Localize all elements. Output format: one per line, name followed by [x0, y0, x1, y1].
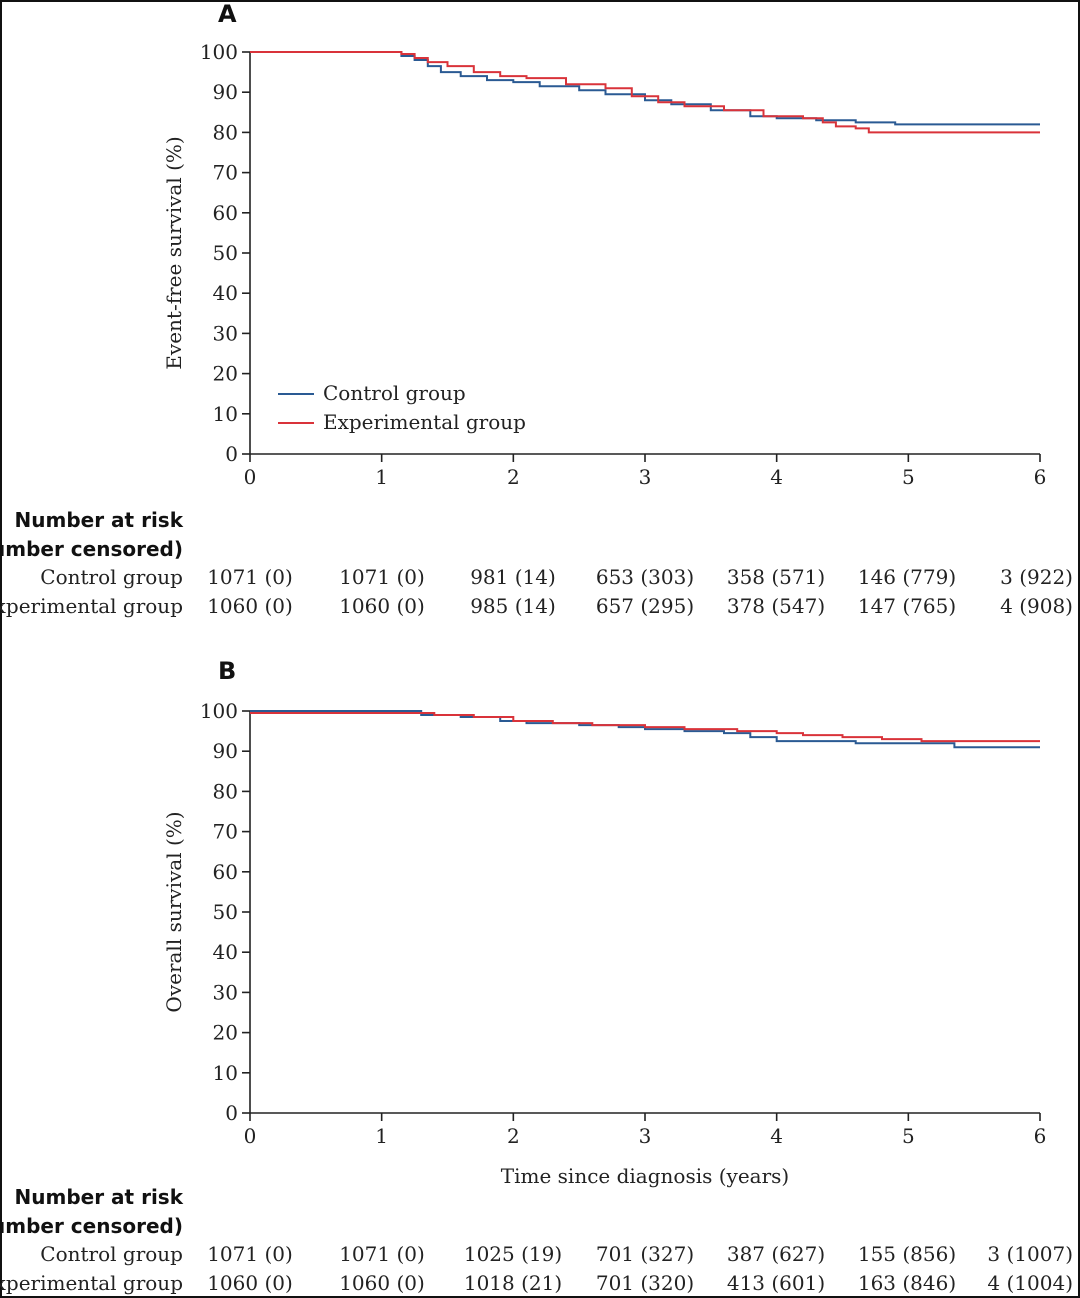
- panel-b-y-tick-label: 70: [213, 820, 238, 844]
- panel-a-risk-cell: 147 (765): [858, 594, 956, 618]
- panel-a-risk-cell: 981 (14): [470, 565, 556, 589]
- panel-a-risk-cell: 1060 (0): [207, 594, 293, 618]
- panel-a-risk-cell: 985 (14): [470, 594, 556, 618]
- panel-b-x-tick-label: 0: [244, 1124, 257, 1148]
- panel-a-series-experimental-line: [250, 51, 1040, 134]
- panel-b-y-tick-label: 10: [213, 1061, 238, 1085]
- panel-a-risk-cell: 657 (295): [596, 594, 694, 618]
- panel-a-y-tick-label: 30: [213, 321, 238, 345]
- panel-a-y-tick-label: 0: [225, 442, 238, 466]
- panel-a-y-tick-label: 40: [213, 281, 238, 305]
- panel-b-x-tick-label: 3: [639, 1124, 652, 1148]
- panel-b-risk-cell: 155 (856): [858, 1242, 956, 1266]
- panel-b-y-tick-label: 80: [213, 779, 238, 803]
- panel-a-label: A: [218, 0, 237, 28]
- panel-a-x-tick-label: 4: [770, 465, 783, 489]
- panel-a-risk-cell: 1060 (0): [339, 594, 425, 618]
- panel-a-y-tick-label: 100: [200, 40, 238, 64]
- panel-a-risk-cell: 358 (571): [727, 565, 825, 589]
- panel-b-risk-subheader: (number censored): [0, 1214, 183, 1238]
- panel-b-x-tick-label: 1: [375, 1124, 388, 1148]
- panel-a-y-tick-label: 80: [213, 120, 238, 144]
- panel-b-risk-cell: 1060 (0): [339, 1271, 425, 1295]
- panel-b-risk-cell: 4 (1004): [987, 1271, 1073, 1295]
- panel-a-y-tick-label: 50: [213, 241, 238, 265]
- panel-b-x-tick-label: 5: [902, 1124, 915, 1148]
- panel-a-y-tick-label: 10: [213, 402, 238, 426]
- panel-a-x-tick-label: 5: [902, 465, 915, 489]
- panel-a-risk-cell: 1071 (0): [339, 565, 425, 589]
- panel-b-x-axis-title: Time since diagnosis (years): [501, 1164, 789, 1188]
- panel-a-risk-row-label: Experimental group: [0, 594, 183, 618]
- panel-b-y-tick-label: 20: [213, 1021, 238, 1045]
- panel-a-y-tick-label: 90: [213, 80, 238, 104]
- panel-a-x-tick-label: 6: [1034, 465, 1047, 489]
- panel-b-y-tick-label: 90: [213, 739, 238, 763]
- panel-a-y-tick-label: 60: [213, 201, 238, 225]
- panel-b-series-control-line: [250, 710, 1040, 749]
- panel-b-y-tick-label: 40: [213, 940, 238, 964]
- panel-a-risk-row-label: Control group: [40, 565, 183, 589]
- panel-b-y-tick-label: 50: [213, 900, 238, 924]
- panel-a-y-tick-label: 20: [213, 362, 238, 386]
- panel-b-risk-cell: 701 (327): [596, 1242, 694, 1266]
- panel-a-x-tick-label: 0: [244, 465, 257, 489]
- panel-b-risk-header: Number at risk: [15, 1185, 184, 1209]
- panel-a-series-control-line: [250, 51, 1040, 126]
- panel-b-risk-row-label: Control group: [40, 1242, 183, 1266]
- panel-a-risk-cell: 1071 (0): [207, 565, 293, 589]
- panel-b-risk-cell: 1018 (21): [464, 1271, 562, 1295]
- panel-a-legend-entry: Control group: [323, 381, 466, 405]
- panel-b-y-axis-title: Overall survival (%): [162, 811, 186, 1012]
- panel-b-y-tick-label: 100: [200, 699, 238, 723]
- panel-a-y-axis-title: Event-free survival (%): [162, 136, 186, 369]
- panel-b-y-tick-label: 60: [213, 860, 238, 884]
- panel-b-risk-cell: 3 (1007): [987, 1242, 1073, 1266]
- panel-a-risk-cell: 146 (779): [858, 565, 956, 589]
- panel-a-risk-cell: 4 (908): [1000, 594, 1073, 618]
- panel-b-x-tick-label: 6: [1034, 1124, 1047, 1148]
- panel-b-risk-cell: 1025 (19): [464, 1242, 562, 1266]
- panel-a-x-tick-label: 2: [507, 465, 520, 489]
- panel-b-label: B: [218, 657, 236, 685]
- panel-a-x-tick-label: 1: [375, 465, 388, 489]
- panel-b-risk-cell: 387 (627): [727, 1242, 825, 1266]
- panel-b-risk-cell: 701 (320): [596, 1271, 694, 1295]
- panel-b-risk-row-label: Experimental group: [0, 1271, 183, 1295]
- panel-b-x-tick-label: 2: [507, 1124, 520, 1148]
- panel-a-risk-header: Number at risk: [15, 508, 184, 532]
- panel-b-y-tick-label: 30: [213, 980, 238, 1004]
- panel-b-risk-cell: 413 (601): [727, 1271, 825, 1295]
- panel-b-risk-cell: 1060 (0): [207, 1271, 293, 1295]
- panel-b-risk-cell: 1071 (0): [207, 1242, 293, 1266]
- panel-b-risk-cell: 163 (846): [858, 1271, 956, 1295]
- panel-a-x-tick-label: 3: [639, 465, 652, 489]
- panel-b-series-experimental-line: [250, 712, 1040, 743]
- panel-a-legend-entry: Experimental group: [323, 410, 526, 434]
- panel-b-risk-cell: 1071 (0): [339, 1242, 425, 1266]
- panel-a-risk-subheader: (number censored): [0, 537, 183, 561]
- panel-a-y-tick-label: 70: [213, 161, 238, 185]
- panel-a-risk-cell: 3 (922): [1000, 565, 1073, 589]
- panel-a-risk-cell: 653 (303): [596, 565, 694, 589]
- panel-b-x-tick-label: 4: [770, 1124, 783, 1148]
- panel-a-risk-cell: 378 (547): [727, 594, 825, 618]
- panel-b-y-tick-label: 0: [225, 1101, 238, 1125]
